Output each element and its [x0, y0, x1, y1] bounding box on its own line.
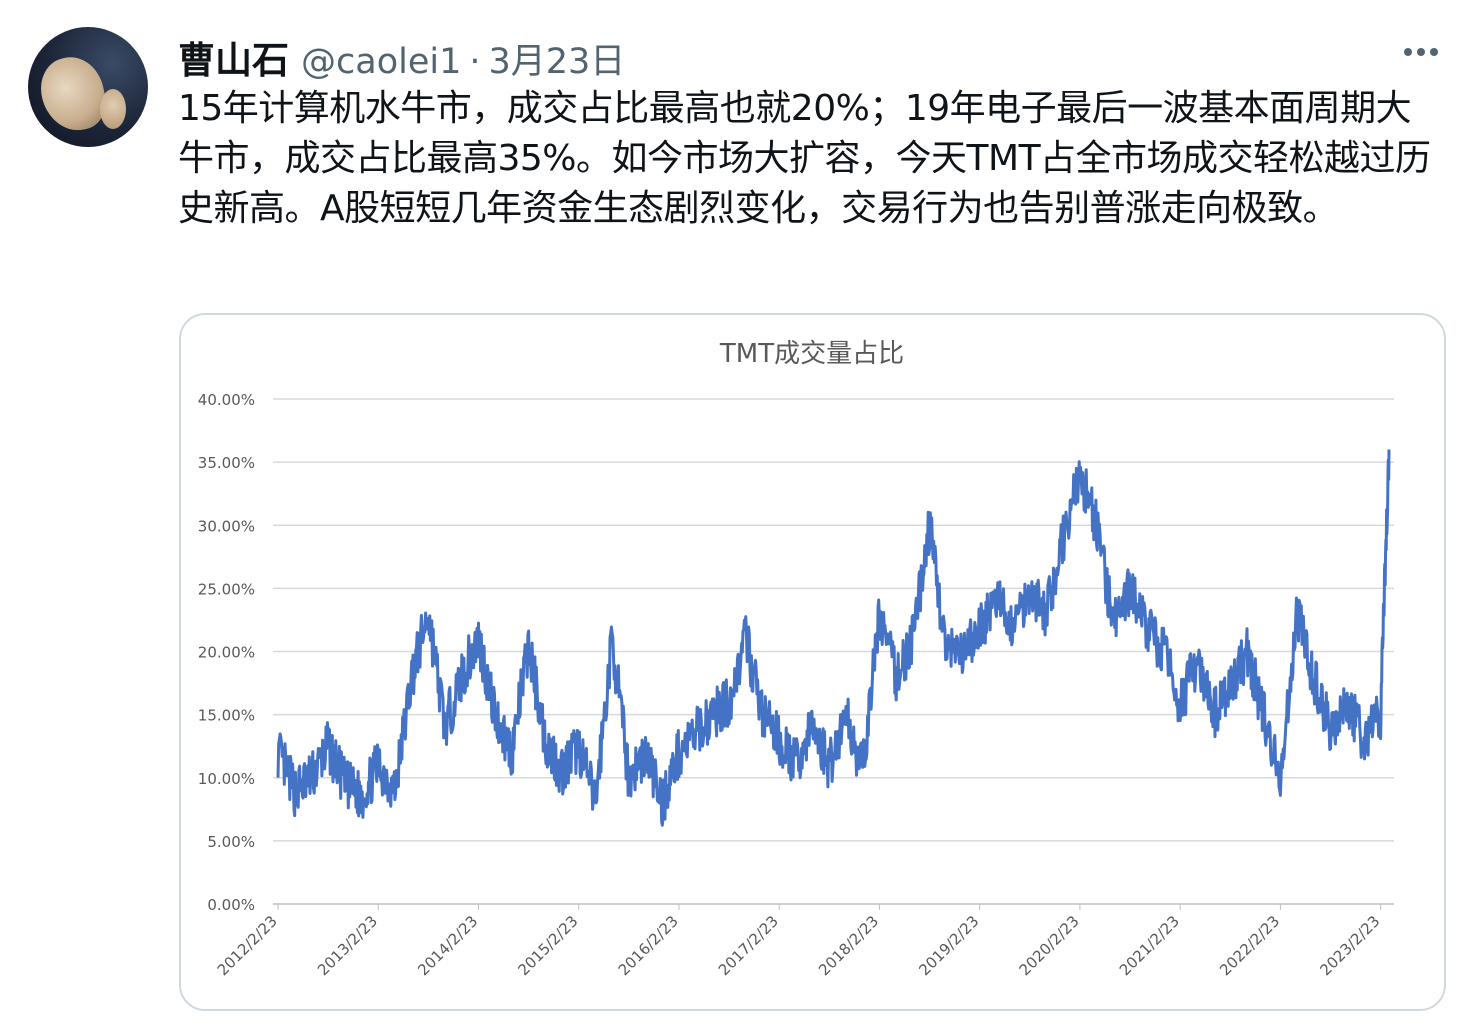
- more-dot: [1404, 48, 1412, 56]
- x-tick-label: 2021/2/23: [1116, 912, 1183, 979]
- y-tick-label: 10.00%: [198, 770, 255, 788]
- tweet-date[interactable]: 3月23日: [488, 42, 626, 82]
- y-tick-label: 0.00%: [207, 896, 255, 914]
- chart-title: TMT成交量占比: [719, 339, 904, 369]
- y-axis: 0.00% 5.00% 10.00% 15.00% 20.00% 25.00% 30.00%…: [198, 391, 255, 914]
- y-tick-label: 40.00%: [198, 391, 255, 409]
- x-tick-label: 2016/2/23: [615, 912, 682, 979]
- x-tick-label: 2019/2/23: [915, 912, 982, 979]
- more-dot: [1430, 48, 1438, 56]
- tweet-text: 15年计算机水牛市，成交占比最高也就20%；19年电子最后一波基本面周期大牛市，…: [178, 88, 1431, 229]
- gridlines: [273, 398, 1394, 905]
- y-tick-label: 5.00%: [207, 833, 255, 851]
- chart: TMT成交量占比 0.00% 5.00% 10.00% 15.00% 20.00% 25.…: [198, 339, 1394, 979]
- y-tick-label: 35.00%: [198, 454, 255, 472]
- y-tick-label: 15.00%: [198, 707, 255, 725]
- x-tick-label: 2012/2/23: [214, 912, 281, 979]
- x-tick-label: 2018/2/23: [815, 912, 882, 979]
- x-tick-label: 2020/2/23: [1016, 912, 1083, 979]
- x-tick-label: 2023/2/23: [1316, 912, 1383, 979]
- more-dot: [1417, 48, 1425, 56]
- x-tick-label: 2014/2/23: [414, 912, 481, 979]
- separator: ·: [469, 42, 481, 82]
- x-tick-label: 2017/2/23: [715, 912, 782, 979]
- x-tick-label: 2022/2/23: [1216, 912, 1283, 979]
- x-axis: 2012/2/23 2013/2/23 2014/2/23 2015/2/23 2016…: [214, 904, 1383, 979]
- avatar-hand: [100, 89, 126, 129]
- x-tick-label: 2013/2/23: [314, 912, 381, 979]
- more-horizontal-icon[interactable]: [1398, 34, 1444, 70]
- avatar-face: [34, 51, 112, 137]
- tweet-media[interactable]: TMT成交量占比 0.00% 5.00% 10.00% 15.00% 20.00% 25.…: [179, 313, 1446, 1011]
- y-tick-label: 25.00%: [198, 580, 255, 598]
- author-name[interactable]: 曹山石: [178, 39, 289, 82]
- tweet-header: 曹山石 @caolei1 · 3月23日: [178, 30, 625, 82]
- x-tick-label: 2015/2/23: [514, 912, 581, 979]
- avatar[interactable]: [28, 27, 148, 147]
- author-handle[interactable]: @caolei1: [301, 42, 462, 82]
- y-tick-label: 30.00%: [198, 517, 255, 535]
- y-tick-label: 20.00%: [198, 644, 255, 662]
- series-line: [276, 449, 1391, 827]
